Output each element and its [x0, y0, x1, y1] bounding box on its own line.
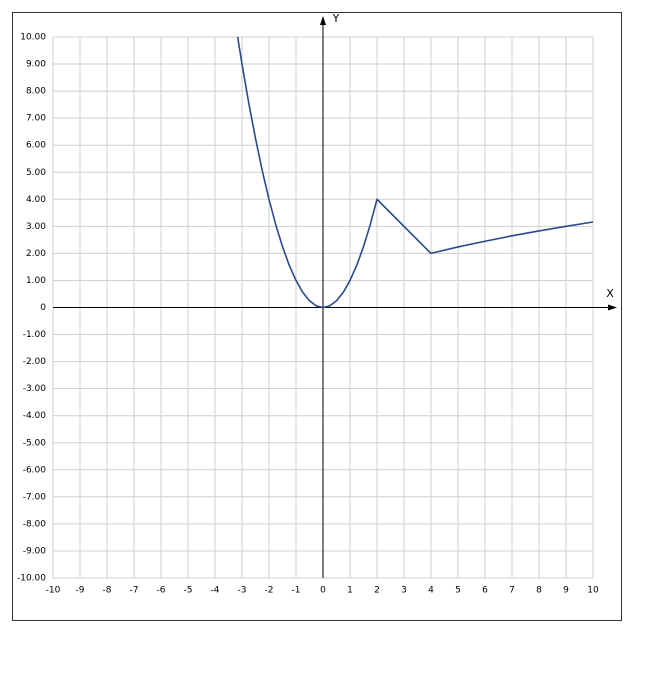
y-tick-label: 2.00	[26, 249, 46, 259]
x-tick-label: -1	[292, 586, 301, 596]
x-tick-label: 9	[563, 586, 569, 596]
x-tick-label: -3	[238, 586, 247, 596]
x-tick-label: 4	[428, 586, 434, 596]
x-tick-label: -8	[103, 586, 112, 596]
x-tick-label: 2	[374, 586, 380, 596]
y-tick-label: 4.00	[26, 195, 46, 205]
x-tick-label: -10	[46, 586, 61, 596]
y-tick-label: 1.00	[26, 276, 46, 286]
x-axis-arrow	[608, 304, 617, 311]
y-tick-label: -6.00	[23, 465, 47, 475]
x-tick-label: 7	[509, 586, 515, 596]
frame	[12, 12, 622, 621]
y-tick-label: -7.00	[23, 492, 47, 502]
y-tick-label: -3.00	[23, 384, 47, 394]
y-tick-label: 6.00	[26, 141, 46, 151]
y-tick-label: 8.00	[26, 87, 46, 97]
y-tick-label: -10.00	[17, 574, 46, 584]
y-tick-label: 5.00	[26, 168, 46, 178]
y-axis-label: Y	[332, 12, 340, 25]
y-tick-label: -8.00	[23, 519, 47, 529]
y-tick-label: 7.00	[26, 114, 46, 124]
x-axis-label: X	[606, 287, 614, 300]
y-tick-label: -9.00	[23, 546, 47, 556]
x-tick-label: 0	[320, 586, 326, 596]
x-tick-label: -4	[211, 586, 220, 596]
y-tick-label: 10.00	[20, 33, 46, 43]
x-tick-label: -2	[265, 586, 274, 596]
x-tick-label: 3	[401, 586, 407, 596]
y-tick-label: 0	[40, 303, 46, 313]
x-tick-label: 1	[347, 586, 353, 596]
x-tick-label: 6	[482, 586, 488, 596]
data-line	[236, 36, 594, 309]
x-tick-label: -5	[184, 586, 193, 596]
y-tick-label: -5.00	[23, 438, 47, 448]
y-tick-label: -4.00	[23, 411, 47, 421]
x-tick-label: 10	[587, 586, 599, 596]
y-tick-label: -1.00	[23, 330, 47, 340]
y-tick-label: -2.00	[23, 357, 47, 367]
y-tick-label: 9.00	[26, 60, 46, 70]
y-axis-arrow	[320, 16, 326, 25]
x-tick-label: -7	[130, 586, 139, 596]
x-tick-label: 8	[536, 586, 542, 596]
y-tick-label: 3.00	[26, 222, 46, 232]
x-tick-label: -9	[76, 586, 85, 596]
x-tick-label: 5	[455, 586, 461, 596]
x-tick-label: -6	[157, 586, 166, 596]
